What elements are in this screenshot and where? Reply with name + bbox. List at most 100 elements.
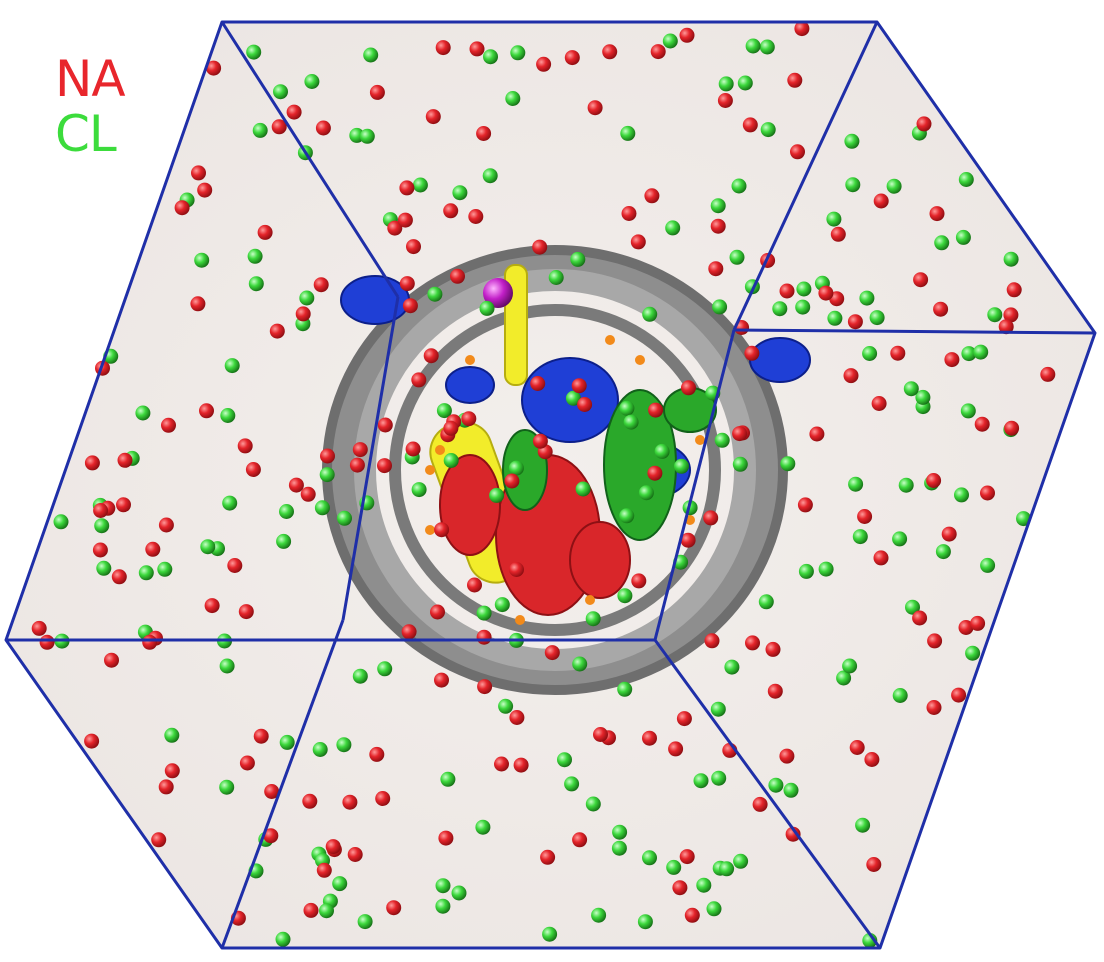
cl-ion-sphere bbox=[452, 185, 468, 201]
na-ion-sphere bbox=[916, 116, 932, 132]
na-ion-sphere bbox=[375, 791, 391, 806]
na-ion-sphere bbox=[676, 711, 692, 727]
na-ion-sphere bbox=[352, 442, 368, 458]
na-ion-sphere bbox=[571, 378, 587, 394]
cl-ion-sphere bbox=[336, 737, 352, 753]
cl-ion-sphere bbox=[898, 477, 914, 493]
cl-ion-sphere bbox=[299, 290, 315, 306]
na-ion-sphere bbox=[684, 907, 700, 923]
legend-label-na: NA bbox=[55, 50, 126, 108]
cl-ion-sphere bbox=[314, 500, 330, 516]
na-ion-sphere bbox=[974, 416, 990, 432]
cl-ion-sphere bbox=[619, 508, 635, 524]
cl-ion-sphere bbox=[973, 344, 989, 360]
na-ion-sphere bbox=[742, 117, 758, 133]
na-ion-sphere bbox=[970, 615, 986, 631]
na-ion-sphere bbox=[399, 276, 415, 292]
na-ion-sphere bbox=[406, 239, 421, 255]
na-ion-sphere bbox=[708, 261, 724, 277]
na-ion-sphere bbox=[434, 672, 449, 688]
cl-ion-sphere bbox=[844, 133, 860, 149]
na-ion-sphere bbox=[174, 200, 190, 216]
na-ion-sphere bbox=[245, 462, 261, 477]
cl-ion-sphere bbox=[304, 74, 320, 89]
na-ion-sphere bbox=[494, 756, 509, 772]
na-ion-sphere bbox=[369, 746, 385, 762]
box-edge bbox=[653, 639, 882, 949]
na-ion-sphere bbox=[668, 741, 684, 757]
na-ion-sphere bbox=[587, 100, 603, 116]
na-ion-sphere bbox=[377, 458, 392, 474]
na-ion-sphere bbox=[630, 234, 646, 250]
na-ion-sphere bbox=[257, 224, 273, 240]
cl-ion-sphere bbox=[483, 49, 498, 65]
na-ion-sphere bbox=[349, 457, 365, 473]
cl-ion-sphere bbox=[585, 611, 601, 627]
cl-ion-sphere bbox=[164, 727, 180, 743]
cl-ion-sphere bbox=[135, 405, 151, 421]
cl-ion-sphere bbox=[869, 310, 885, 326]
highlight-ion bbox=[483, 278, 513, 308]
cl-ion-sphere bbox=[961, 346, 977, 362]
box-edge bbox=[733, 328, 1096, 335]
cl-ion-sphere bbox=[818, 561, 834, 577]
cl-ion-sphere bbox=[623, 414, 639, 430]
cl-ion-sphere bbox=[248, 276, 264, 292]
na-ion-sphere bbox=[469, 41, 485, 57]
cl-ion-sphere bbox=[665, 220, 681, 236]
cl-ion-sphere bbox=[960, 403, 976, 419]
na-ion-sphere bbox=[941, 526, 957, 542]
na-ion-sphere bbox=[951, 687, 967, 703]
na-ion-sphere bbox=[411, 372, 427, 388]
na-ion-sphere bbox=[602, 44, 618, 60]
cl-ion-sphere bbox=[862, 346, 878, 361]
na-ion-sphere bbox=[342, 794, 358, 810]
na-ion-sphere bbox=[104, 652, 119, 668]
cl-ion-sphere bbox=[892, 688, 908, 703]
cl-ion-sphere bbox=[505, 91, 521, 106]
na-ion-sphere bbox=[577, 397, 593, 412]
na-ion-sphere bbox=[197, 182, 213, 198]
cl-ion-sphere bbox=[892, 531, 908, 547]
na-ion-sphere bbox=[765, 641, 781, 657]
cl-ion-sphere bbox=[498, 698, 514, 714]
na-ion-sphere bbox=[849, 740, 865, 755]
histone-green bbox=[502, 387, 717, 541]
na-ion-sphere bbox=[313, 277, 329, 293]
cl-ion-sphere bbox=[958, 172, 974, 187]
na-ion-sphere bbox=[929, 206, 945, 222]
cl-ion-sphere bbox=[798, 563, 814, 579]
cl-ion-sphere bbox=[482, 168, 498, 184]
cl-ion-sphere bbox=[772, 301, 788, 317]
cl-ion-sphere bbox=[662, 33, 678, 49]
na-ion-sphere bbox=[158, 779, 174, 795]
cl-ion-sphere bbox=[352, 668, 368, 684]
cl-ion-sphere bbox=[220, 408, 236, 423]
na-ion-sphere bbox=[288, 477, 304, 493]
na-ion-sphere bbox=[864, 752, 880, 767]
na-ion-sphere bbox=[681, 380, 696, 396]
cl-ion-sphere bbox=[796, 281, 812, 297]
na-ion-sphere bbox=[430, 604, 445, 620]
na-ion-sphere bbox=[843, 368, 859, 384]
cl-ion-sphere bbox=[157, 561, 173, 577]
cl-ion-sphere bbox=[451, 885, 467, 901]
cl-ion-sphere bbox=[508, 460, 524, 476]
na-ion-sphere bbox=[926, 473, 942, 488]
legend-label-cl: CL bbox=[55, 105, 117, 163]
na-ion-sphere bbox=[744, 345, 760, 361]
na-ion-sphere bbox=[84, 455, 100, 471]
cl-ion-sphere bbox=[845, 177, 861, 193]
na-ion-sphere bbox=[710, 218, 726, 234]
na-ion-sphere bbox=[263, 828, 279, 844]
cl-ion-sphere bbox=[638, 485, 654, 501]
na-ion-sphere bbox=[679, 849, 695, 865]
na-ion-sphere bbox=[621, 206, 637, 221]
na-ion-sphere bbox=[238, 604, 254, 620]
na-ion-sphere bbox=[704, 633, 720, 649]
cl-ion-sphere bbox=[826, 211, 842, 227]
cl-ion-sphere bbox=[565, 390, 581, 406]
cl-ion-sphere bbox=[476, 605, 492, 621]
na-ion-sphere bbox=[468, 209, 484, 224]
na-ion-sphere bbox=[423, 348, 439, 364]
